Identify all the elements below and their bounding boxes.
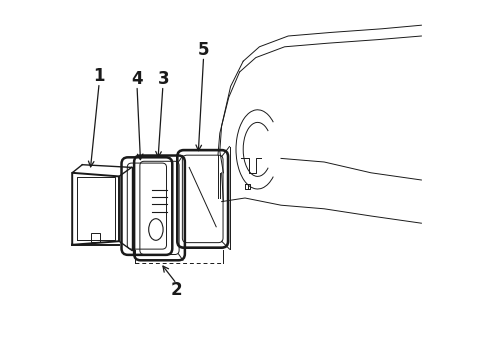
Text: 4: 4: [131, 70, 143, 88]
Text: 5: 5: [198, 41, 209, 59]
Text: 2: 2: [171, 281, 182, 299]
Bar: [91, 233, 100, 242]
Text: 1: 1: [94, 67, 105, 85]
Text: 3: 3: [158, 70, 170, 88]
